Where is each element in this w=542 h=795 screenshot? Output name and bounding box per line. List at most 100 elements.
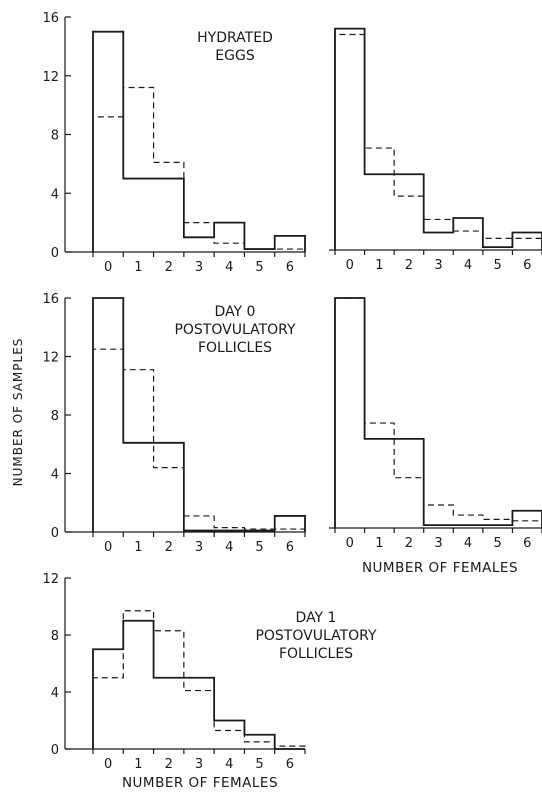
bar-dashed-3 <box>424 219 454 250</box>
x-tick-label: 6 <box>286 757 294 772</box>
panel-title-line: FOLLICLES <box>198 340 272 356</box>
x-tick-label: 5 <box>494 258 502 273</box>
x-axis-label: NUMBER OF FEMALES <box>122 775 278 791</box>
panel-title-line: DAY 0 <box>215 304 256 320</box>
x-tick-label: 1 <box>134 540 142 555</box>
x-tick-label: 5 <box>255 260 263 275</box>
panel-title-line: POSTOVULATORY <box>255 628 377 644</box>
x-tick-label: 2 <box>165 757 173 772</box>
x-tick-label: 5 <box>255 540 263 555</box>
x-tick-label: 3 <box>434 258 442 273</box>
y-tick-label: 4 <box>51 187 59 202</box>
x-tick-label: 2 <box>165 260 173 275</box>
bar-dashed-0 <box>93 349 123 532</box>
x-tick-label: 0 <box>346 258 354 273</box>
bar-dashed-6 <box>275 529 305 532</box>
bar-dashed-5 <box>483 519 513 528</box>
y-tick-label: 8 <box>51 129 59 144</box>
y-tick-label: 12 <box>42 70 59 85</box>
bar-dashed-2 <box>394 196 424 250</box>
bar-dashed-4 <box>214 528 244 532</box>
bar-dashed-1 <box>365 148 395 250</box>
x-tick-label: 0 <box>104 540 112 555</box>
bar-dashed-4 <box>453 515 483 528</box>
x-tick-label: 4 <box>225 540 233 555</box>
panel-day0-right: 0 1 2 3 4 5 6 NUMBER OF FEMALES <box>329 297 542 576</box>
y-tick-label: 8 <box>51 629 59 644</box>
series-solid-outline <box>334 27 542 250</box>
bar-dashed-2 <box>154 162 184 252</box>
bar-dashed-2 <box>154 631 184 749</box>
bar-dashed-3 <box>184 516 214 532</box>
x-tick-label: 1 <box>134 260 142 275</box>
x-tick-label: 5 <box>255 757 263 772</box>
bar-dashed-4 <box>214 243 244 252</box>
series-dashed-outline <box>92 348 306 532</box>
panel-title-line: FOLLICLES <box>279 646 353 662</box>
panel-title-line: POSTOVULATORY <box>174 322 296 338</box>
x-tick-label: 2 <box>165 540 173 555</box>
x-tick-label: 3 <box>434 536 442 551</box>
bar-dashed-6 <box>275 249 305 252</box>
x-tick-label: 3 <box>195 757 203 772</box>
bar-dashed-6 <box>512 521 542 528</box>
bar-dashed-0 <box>335 34 365 250</box>
bar-dashed-1 <box>123 611 153 749</box>
series-dashed-outline <box>334 297 542 528</box>
bar-dashed-0 <box>93 117 123 252</box>
bar-dashed-4 <box>214 730 244 749</box>
x-tick-label: 2 <box>405 536 413 551</box>
bar-dashed-1 <box>123 88 153 253</box>
y-tick-label: 0 <box>51 743 59 758</box>
bar-dashed-6 <box>512 238 542 250</box>
y-tick-label: 0 <box>51 526 59 541</box>
panel-title-line: EGGS <box>215 48 255 64</box>
bar-dashed-0 <box>93 678 123 749</box>
x-tick-label: 6 <box>523 536 531 551</box>
x-tick-label: 1 <box>134 757 142 772</box>
series-dashed-outline <box>92 610 306 749</box>
y-tick-label: 0 <box>51 246 59 261</box>
x-tick-label: 6 <box>286 260 294 275</box>
x-axis-label: NUMBER OF FEMALES <box>362 560 518 576</box>
x-tick-label: 1 <box>375 258 383 273</box>
bar-dashed-3 <box>184 691 214 749</box>
x-tick-label: 1 <box>375 536 383 551</box>
bar-dashed-6 <box>275 746 305 749</box>
x-tick-label: 3 <box>195 260 203 275</box>
series-dashed-outline <box>334 33 542 250</box>
bar-dashed-0 <box>335 298 365 528</box>
x-tick-label: 6 <box>523 258 531 273</box>
x-tick-label: 3 <box>195 540 203 555</box>
x-tick-label: 0 <box>346 536 354 551</box>
bar-dashed-1 <box>365 423 395 528</box>
y-tick-label: 8 <box>51 409 59 424</box>
y-tick-label: 16 <box>42 292 59 307</box>
y-tick-label: 12 <box>42 572 59 587</box>
bar-dashed-5 <box>244 529 274 532</box>
series-dashed-outline <box>92 86 306 252</box>
bar-dashed-5 <box>483 238 513 250</box>
x-tick-label: 6 <box>286 540 294 555</box>
bar-dashed-3 <box>184 223 214 252</box>
panel-hydrated-eggs-right: 0 1 2 3 4 5 6 <box>329 27 542 273</box>
x-tick-label: 4 <box>464 536 472 551</box>
x-tick-label: 4 <box>225 757 233 772</box>
y-tick-label: 12 <box>42 351 59 366</box>
bar-dashed-1 <box>123 370 153 532</box>
panel-title-line: HYDRATED <box>197 30 273 46</box>
series-solid-outline <box>92 297 306 532</box>
bar-dashed-4 <box>453 231 483 250</box>
x-tick-label: 4 <box>464 258 472 273</box>
bar-dashed-5 <box>244 742 274 749</box>
x-tick-label: 5 <box>494 536 502 551</box>
bar-dashed-2 <box>394 478 424 528</box>
bar-dashed-5 <box>244 249 274 252</box>
y-axis-label: NUMBER OF SAMPLES <box>11 338 25 487</box>
bar-dashed-3 <box>424 505 454 528</box>
